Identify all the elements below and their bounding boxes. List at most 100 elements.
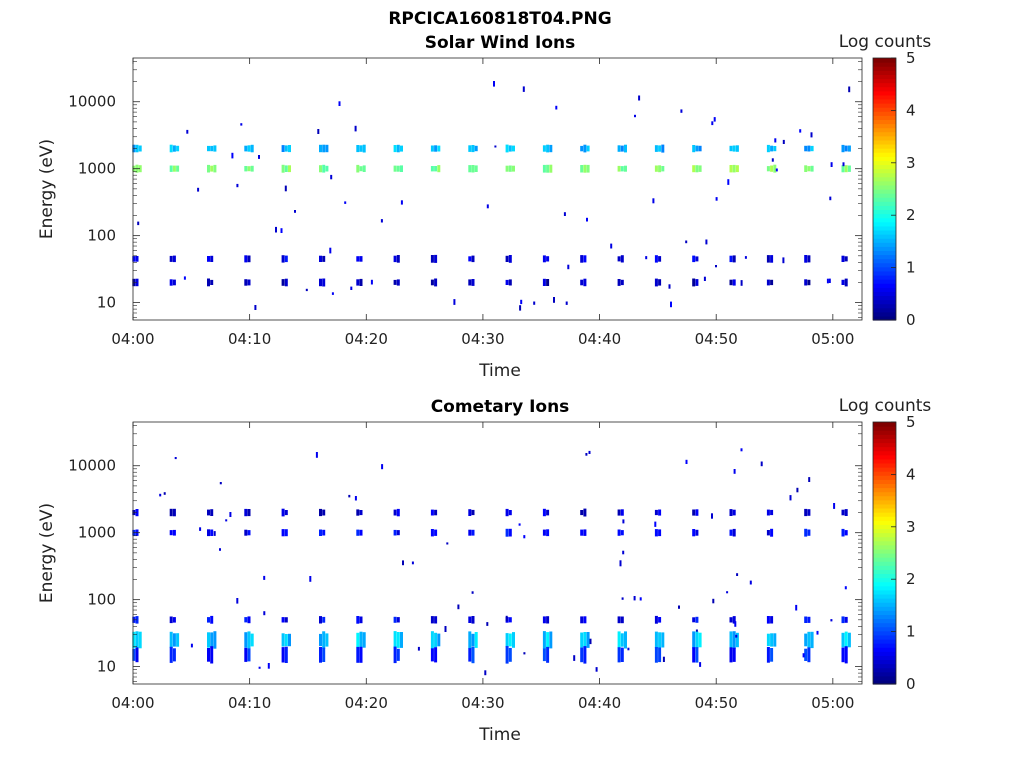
data-cell	[770, 616, 774, 624]
noise-cell	[588, 450, 591, 454]
x-tick-label: 05:00	[811, 330, 854, 348]
data-cell	[770, 165, 774, 172]
data-cell	[430, 255, 434, 263]
noise-cell	[258, 155, 260, 159]
noise-cell	[411, 561, 414, 565]
data-cell	[505, 528, 509, 537]
data-cell	[169, 508, 173, 517]
x-tick-label: 04:30	[461, 694, 504, 712]
x-tick-label: 04:50	[695, 330, 738, 348]
data-cell	[620, 255, 624, 263]
noise-cell	[810, 132, 813, 138]
noise-cell	[190, 643, 193, 648]
data-cell	[692, 145, 696, 153]
noise-cell	[484, 670, 487, 676]
data-cell	[471, 616, 475, 624]
data-cell	[319, 633, 322, 646]
data-cell	[471, 165, 475, 173]
noise-cell	[830, 162, 833, 167]
data-cell	[362, 165, 366, 172]
data-cell	[319, 646, 322, 663]
y-tick-label: 100	[87, 227, 116, 245]
colorbar-segment	[873, 184, 896, 190]
data-cell	[213, 631, 217, 649]
noise-cell	[740, 448, 743, 452]
data-cell	[505, 646, 509, 664]
data-cell	[766, 166, 770, 172]
data-cell	[766, 647, 770, 663]
colorbar-tick-label: 2	[906, 206, 916, 224]
data-cell	[841, 509, 845, 516]
colorbar-segment	[873, 172, 896, 178]
plot-background	[133, 422, 862, 684]
colorbar-tick-label: 0	[906, 675, 916, 693]
data-cell	[434, 529, 438, 536]
data-cell	[396, 617, 400, 623]
noise-cell	[309, 576, 312, 582]
data-cell	[393, 279, 397, 285]
noise-cell	[789, 495, 792, 501]
data-cell	[169, 144, 173, 153]
data-cell	[430, 279, 434, 286]
data-cell	[692, 165, 696, 173]
colorbar-segment	[873, 450, 896, 456]
noise-cell	[213, 531, 216, 536]
noise-cell	[703, 276, 706, 281]
data-cell	[549, 631, 553, 649]
noise-cell	[733, 469, 736, 474]
data-cell	[580, 165, 584, 173]
data-cell	[437, 633, 441, 647]
data-cell	[807, 255, 811, 263]
colorbar-segment	[873, 143, 896, 149]
plot-background	[133, 58, 862, 320]
data-cell	[770, 279, 774, 286]
data-cell	[207, 632, 210, 648]
noise-cell	[802, 653, 805, 658]
noise-cell	[685, 459, 688, 464]
data-cell	[169, 631, 173, 649]
colorbar-segment	[873, 602, 896, 607]
noise-cell	[523, 535, 526, 539]
colorbar-segment	[873, 520, 896, 525]
noise-cell	[231, 152, 234, 159]
noise-cell	[833, 503, 836, 509]
data-cell	[770, 528, 774, 537]
data-cell	[542, 255, 546, 263]
data-cell	[729, 279, 733, 286]
data-cell	[474, 165, 478, 172]
data-cell	[505, 279, 509, 285]
data-cell	[135, 256, 139, 262]
data-cell	[661, 144, 665, 153]
noise-cell	[633, 596, 636, 601]
colorbar-segment	[873, 495, 896, 501]
data-cell	[654, 255, 658, 263]
colorbar-segment	[873, 606, 896, 611]
data-cell	[695, 256, 699, 262]
colorbar-segment	[873, 675, 896, 681]
colorbar-segment	[873, 111, 896, 116]
plot-area	[132, 422, 862, 684]
data-cell	[244, 279, 248, 286]
noise-cell	[796, 487, 799, 493]
y-tick-label: 1000	[78, 160, 116, 178]
data-cell	[172, 279, 176, 286]
noise-cell	[627, 647, 630, 651]
data-cell	[434, 647, 438, 663]
noise-cell	[199, 527, 202, 531]
data-cell	[468, 165, 472, 173]
noise-cell	[183, 276, 186, 280]
data-cell	[512, 165, 515, 172]
data-cell	[356, 164, 360, 173]
data-cell	[138, 145, 142, 152]
data-cell	[841, 616, 845, 624]
data-cell	[732, 279, 736, 286]
noise-cell	[726, 591, 729, 594]
colorbar-segment	[873, 78, 896, 84]
noise-cell	[795, 604, 798, 611]
noise-cell	[519, 305, 522, 311]
noise-cell	[348, 494, 351, 498]
data-cell	[138, 165, 142, 173]
colorbar-segment	[873, 598, 896, 603]
colorbar-segment	[873, 156, 896, 161]
data-cell	[172, 165, 176, 172]
